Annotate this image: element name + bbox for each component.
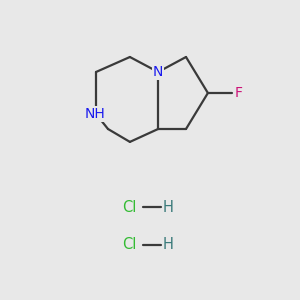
Text: Cl: Cl (122, 200, 136, 214)
Text: Cl: Cl (122, 237, 136, 252)
Text: NH: NH (84, 107, 105, 121)
Text: NH: NH (84, 107, 105, 121)
Text: N: N (153, 65, 163, 79)
Text: H: H (163, 237, 173, 252)
Text: H: H (163, 200, 173, 214)
Text: N: N (153, 65, 163, 79)
Text: F: F (235, 86, 243, 100)
Text: F: F (235, 86, 243, 100)
